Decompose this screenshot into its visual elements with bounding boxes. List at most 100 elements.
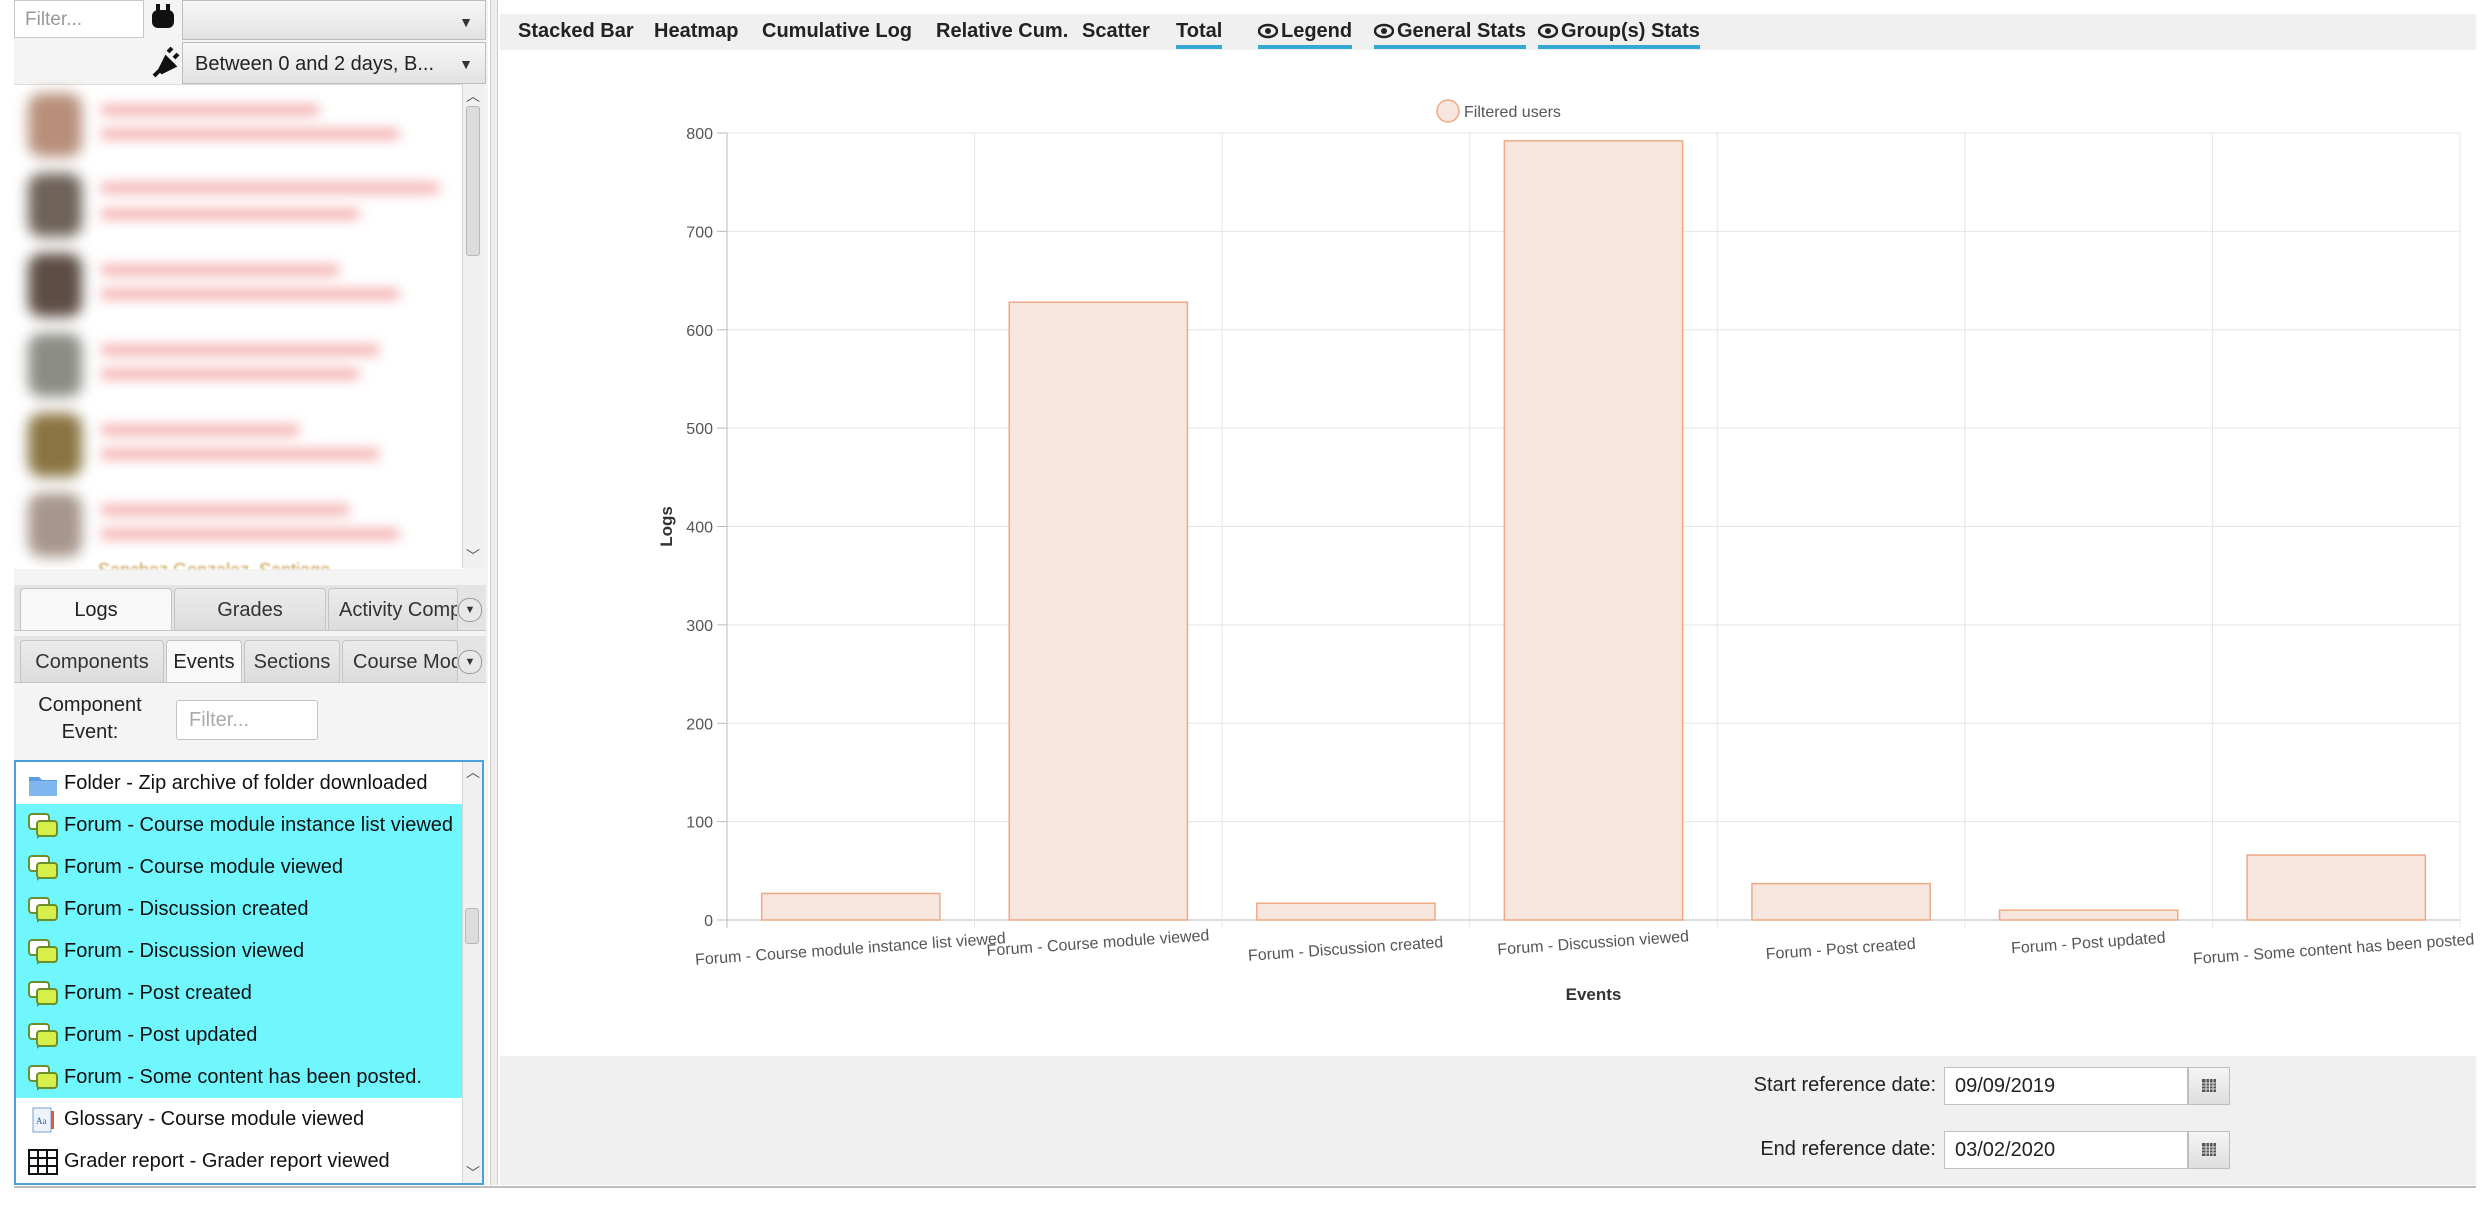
list-item[interactable] bbox=[14, 245, 464, 325]
event-item[interactable]: Forum - Post created bbox=[16, 972, 462, 1014]
tab-menu-icon[interactable]: ▼ bbox=[458, 598, 482, 622]
cut-off-user: Sanchez Gonzalez, Santiago bbox=[98, 555, 330, 569]
legend-swatch bbox=[1436, 99, 1460, 123]
list-item[interactable] bbox=[14, 85, 464, 165]
chart-toolbar: Stacked Bar Heatmap Cumulative Log Relative… bbox=[500, 14, 2476, 50]
x-tick-label: Forum - Course module viewed bbox=[986, 927, 1210, 960]
gear-combo[interactable] bbox=[146, 0, 182, 40]
user-filter-input[interactable]: Filter... bbox=[14, 0, 144, 38]
event-item[interactable]: Folder - Zip archive of folder downloade… bbox=[16, 762, 462, 804]
toolbar-button-scatter[interactable]: Scatter bbox=[1082, 20, 1150, 43]
scroll-up-icon[interactable]: ︿ bbox=[466, 88, 480, 104]
alarm-icon bbox=[152, 4, 174, 28]
list-item[interactable] bbox=[14, 485, 464, 565]
toolbar-button-stacked-bar[interactable]: Stacked Bar bbox=[518, 20, 634, 43]
end-date-input[interactable]: 03/02/2020 bbox=[1944, 1131, 2188, 1169]
event-label: Forum - Course module viewed bbox=[64, 856, 343, 878]
toolbar-button-heatmap[interactable]: Heatmap bbox=[654, 20, 738, 43]
bar bbox=[1503, 140, 1684, 921]
toolbar-button-legend[interactable]: Legend bbox=[1257, 20, 1353, 49]
x-tick-label: Forum - Some content has been posted. bbox=[2192, 931, 2476, 968]
x-tick-label: Forum - Course module instance list view… bbox=[695, 930, 1007, 969]
tab-logs[interactable]: Logs bbox=[20, 588, 172, 630]
toolbar-button-label: General Stats bbox=[1397, 20, 1526, 42]
date-filter-combo[interactable]: Between 0 and 2 days, B... ▼ bbox=[182, 42, 486, 84]
y-tick-label: 0 bbox=[704, 913, 713, 930]
bar bbox=[1008, 301, 1189, 921]
grid-icon bbox=[28, 1148, 58, 1175]
event-label: Forum - Post updated bbox=[64, 1024, 258, 1046]
user-list-scrollbar[interactable]: ︿ ﹀ bbox=[462, 84, 484, 568]
y-tick-label: 400 bbox=[686, 520, 713, 537]
eye-icon bbox=[1257, 20, 1281, 42]
event-item[interactable]: Forum - Course module viewed bbox=[16, 846, 462, 888]
forum-icon bbox=[28, 812, 58, 839]
avatar bbox=[28, 253, 82, 317]
legend-label: Filtered users bbox=[1464, 104, 1561, 121]
scroll-thumb[interactable] bbox=[466, 106, 480, 256]
chevron-down-icon: ▼ bbox=[459, 14, 473, 30]
event-item[interactable]: Forum - Some content has been posted. bbox=[16, 1056, 462, 1098]
list-item[interactable] bbox=[14, 165, 464, 245]
toolbar-button-cumulative-log[interactable]: Cumulative Log bbox=[762, 20, 912, 43]
avatar bbox=[28, 333, 82, 397]
toolbar-button-total[interactable]: Total bbox=[1176, 20, 1223, 49]
list-item[interactable] bbox=[14, 325, 464, 405]
tab-course-modules[interactable]: Course Modu bbox=[342, 640, 458, 682]
forum-icon bbox=[28, 1064, 58, 1091]
bar bbox=[2246, 854, 2427, 921]
top-combo[interactable]: ▼ bbox=[182, 0, 486, 40]
avatar bbox=[28, 93, 82, 157]
start-date-input[interactable]: 09/09/2019 bbox=[1944, 1067, 2188, 1105]
scroll-down-icon[interactable]: ﹀ bbox=[466, 548, 480, 564]
tab-menu-icon[interactable]: ▼ bbox=[458, 650, 482, 674]
y-tick-label: 600 bbox=[686, 323, 713, 340]
list-item[interactable] bbox=[14, 405, 464, 485]
folder-icon bbox=[28, 770, 58, 796]
scroll-thumb[interactable] bbox=[465, 908, 479, 944]
event-item[interactable]: Forum - Discussion created bbox=[16, 888, 462, 930]
x-tick-label: Forum - Post created bbox=[1765, 936, 1916, 963]
end-date-calendar-button[interactable] bbox=[2188, 1131, 2230, 1169]
y-tick-label: 800 bbox=[686, 126, 713, 143]
start-date-calendar-button[interactable] bbox=[2188, 1067, 2230, 1105]
avatar bbox=[28, 173, 82, 237]
component-filter-input[interactable]: Filter... bbox=[176, 700, 318, 740]
tabs-row-2: Components Events Sections Course Modu ▼ bbox=[14, 636, 486, 683]
calendar-icon bbox=[2202, 1143, 2216, 1156]
y-axis-title: Logs bbox=[657, 506, 676, 547]
event-label: Forum - Discussion created bbox=[64, 898, 309, 920]
tab-grades[interactable]: Grades bbox=[174, 588, 326, 630]
svg-text:Aa: Aa bbox=[36, 1116, 47, 1126]
splitter[interactable] bbox=[490, 0, 498, 1185]
event-item[interactable]: Aa Glossary - Course module viewed bbox=[16, 1098, 462, 1140]
scroll-up-icon[interactable]: ︿ bbox=[466, 764, 480, 780]
component-event-label: Component Event: bbox=[38, 694, 142, 743]
y-tick-label: 500 bbox=[686, 421, 713, 438]
event-item[interactable]: Grader report - Grader report viewed bbox=[16, 1140, 462, 1182]
tab-activity-completion[interactable]: Activity Comp bbox=[328, 588, 458, 630]
avatar bbox=[28, 413, 82, 477]
tab-events[interactable]: Events bbox=[166, 640, 242, 682]
scroll-down-icon[interactable]: ﹀ bbox=[466, 1165, 480, 1181]
tab-sections[interactable]: Sections bbox=[244, 640, 340, 682]
y-tick-label: 200 bbox=[686, 716, 713, 733]
forum-icon bbox=[28, 854, 58, 881]
toolbar-button-relative-cum[interactable]: Relative Cum. bbox=[936, 20, 1068, 43]
events-bar-chart: 0 100 200 300 400 500 600 700 800 Forum - Course … bbox=[657, 99, 2476, 1004]
event-item[interactable]: Forum - Course module instance list view… bbox=[16, 804, 462, 846]
user-list[interactable]: Sanchez Gonzalez, Santiago bbox=[14, 84, 464, 569]
x-tick-label: Forum - Discussion created bbox=[1247, 934, 1443, 965]
chevron-down-icon: ▼ bbox=[459, 56, 473, 72]
event-item[interactable]: Forum - Discussion viewed bbox=[16, 930, 462, 972]
event-label: Forum - Discussion viewed bbox=[64, 940, 305, 962]
event-list[interactable]: Folder - Zip archive of folder downloade… bbox=[14, 760, 484, 1185]
event-label: Grader report - Grader report viewed bbox=[64, 1150, 390, 1172]
toolbar-button-label: Stacked Bar bbox=[518, 20, 634, 42]
event-list-scrollbar[interactable]: ︿ ﹀ bbox=[462, 762, 482, 1183]
date-filter-value: Between 0 and 2 days, B... bbox=[195, 53, 435, 75]
tab-components[interactable]: Components bbox=[20, 640, 164, 682]
event-item[interactable]: Forum - Post updated bbox=[16, 1014, 462, 1056]
toolbar-button-group-s-stats[interactable]: Group(s) Stats bbox=[1537, 20, 1700, 49]
toolbar-button-general-stats[interactable]: General Stats bbox=[1373, 20, 1526, 49]
